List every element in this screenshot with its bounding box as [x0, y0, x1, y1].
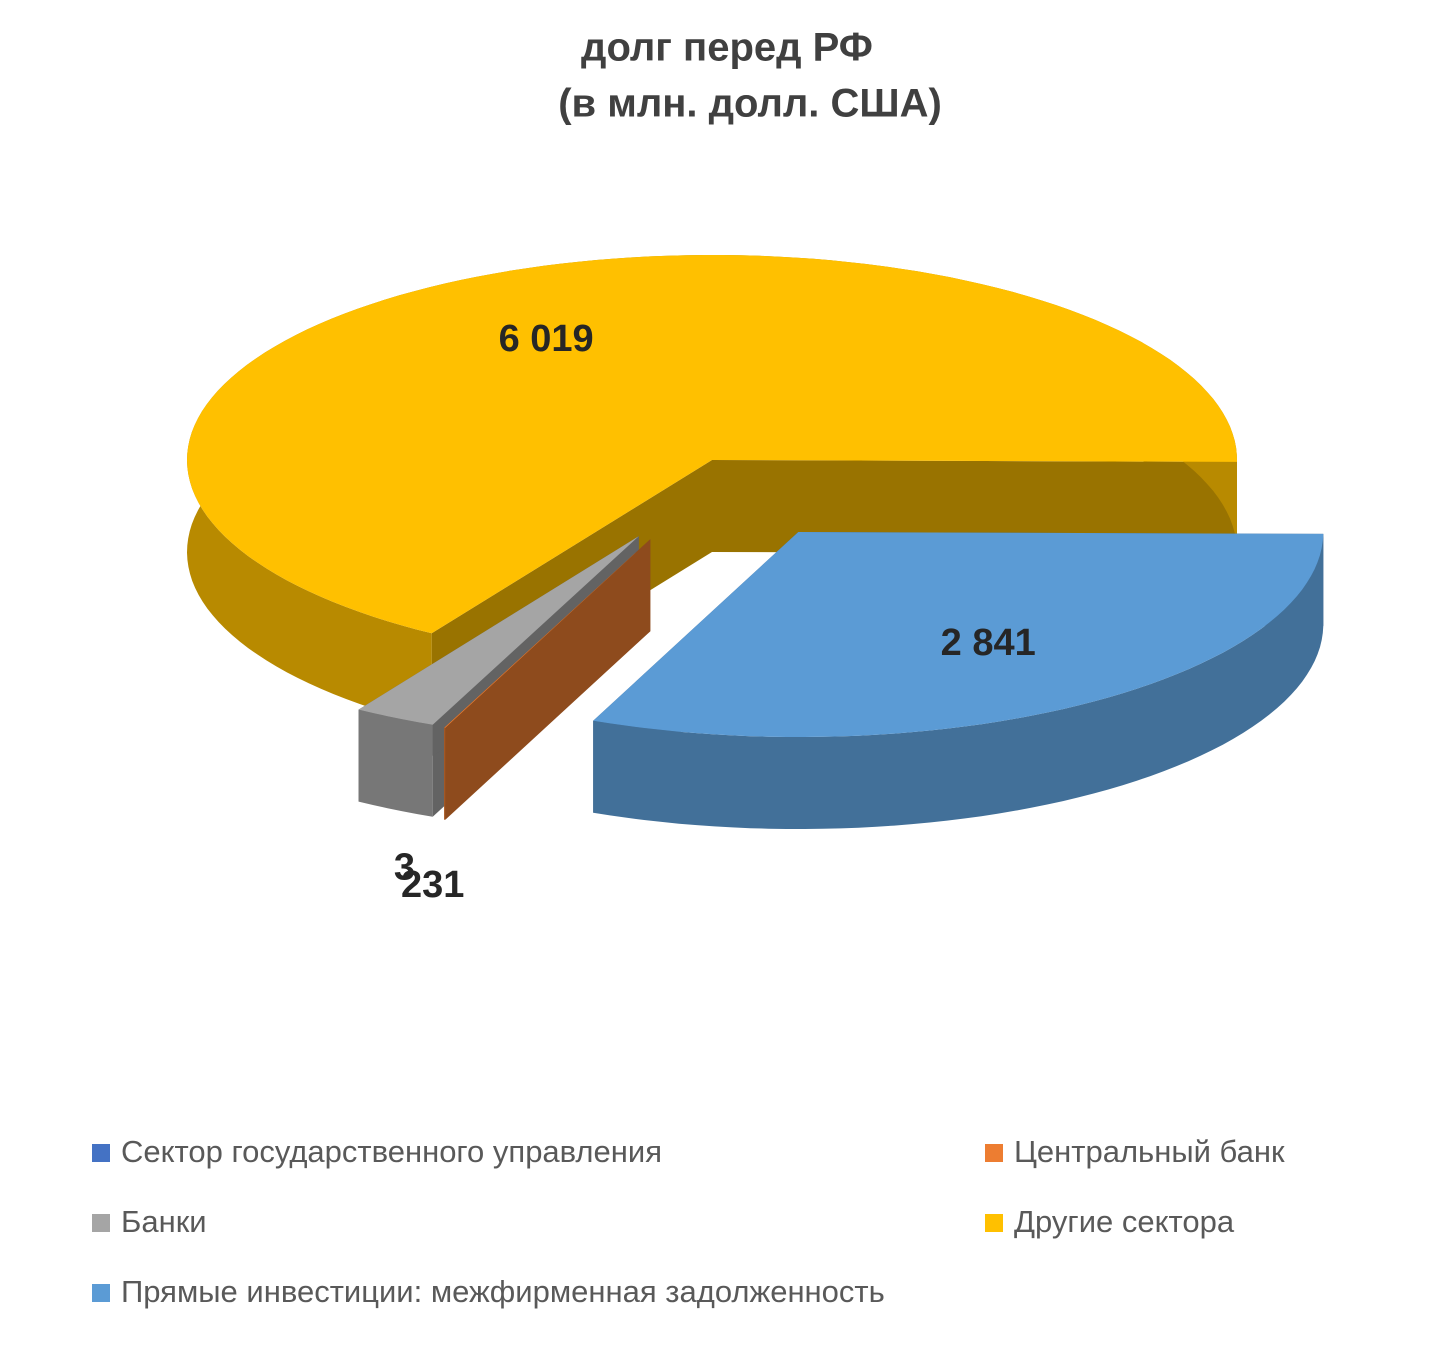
data-label: 231 [401, 864, 464, 906]
legend-label: Центральный банк [1014, 1134, 1285, 1169]
chart-title: долг перед РФ [581, 26, 873, 70]
slice-side [712, 460, 1237, 554]
data-label: 3 [394, 846, 415, 888]
legend-label: Банки [121, 1204, 207, 1239]
legend-swatch [92, 1144, 110, 1162]
slice [445, 539, 651, 728]
slice [444, 539, 651, 728]
legend: Сектор государственного управления Центра… [92, 1134, 1285, 1309]
slice [593, 532, 1324, 737]
legend-swatch [92, 1284, 110, 1302]
slice-wall [593, 533, 1324, 829]
data-label: 2 841 [941, 622, 1036, 664]
legend-label: Другие сектора [1014, 1204, 1235, 1239]
slice-side [444, 539, 651, 820]
slice [187, 255, 1237, 634]
data-label: 6 019 [499, 318, 594, 360]
slice-wall [358, 709, 433, 817]
slice-wall [444, 727, 446, 820]
pie [187, 255, 1324, 829]
legend-label: Прямые инвестиции: межфирменная задолжен… [121, 1274, 885, 1309]
slice [358, 536, 639, 725]
legend-swatch [985, 1144, 1003, 1162]
legend-swatch [92, 1214, 110, 1232]
chart-subtitle: (в млн. долл. США) [558, 82, 942, 126]
legend-label: Сектор государственного управления [121, 1134, 662, 1169]
legend-swatch [985, 1214, 1003, 1232]
